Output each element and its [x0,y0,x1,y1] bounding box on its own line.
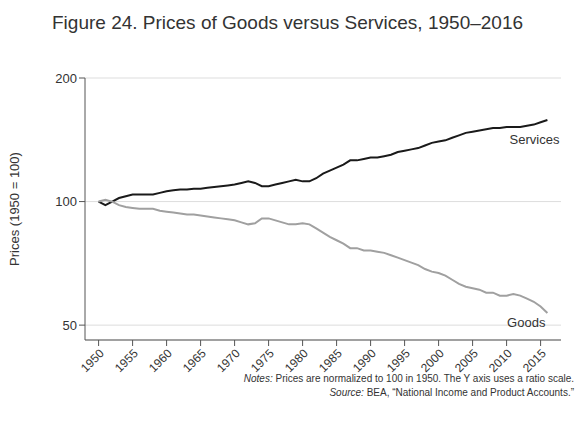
svg-text:1970: 1970 [214,346,243,375]
svg-text:1985: 1985 [316,346,345,375]
svg-text:1955: 1955 [112,346,141,375]
html-text:Source: BEA, “National Income: Source: BEA, “National Income and Produc… [329,387,574,398]
svg-text:Goods: Goods [507,315,546,330]
svg-text:1990: 1990 [350,346,379,375]
svg-text:Prices (1950 = 100): Prices (1950 = 100) [8,152,22,266]
svg-text:1995: 1995 [384,346,413,375]
svg-text:2005: 2005 [452,346,481,375]
svg-text:2010: 2010 [486,346,515,375]
svg-text:1975: 1975 [248,346,277,375]
html-text:Notes: Prices are normalized t: Notes: Prices are normalized to 100 in 1… [243,373,574,384]
svg-text:2000: 2000 [418,346,447,375]
svg-text:2015: 2015 [520,346,549,375]
svg-text:200: 200 [55,71,77,86]
svg-text:Services: Services [510,132,560,147]
svg-text:1965: 1965 [180,346,209,375]
svg-text:100: 100 [55,194,77,209]
html-text:Figure 24. Prices of Goods ver: Figure 24. Prices of Goods versus Servic… [52,12,523,33]
svg-text:1980: 1980 [282,346,311,375]
svg-text:50: 50 [63,318,77,333]
svg-text:1950: 1950 [78,346,107,375]
svg-text:1960: 1960 [146,346,175,375]
